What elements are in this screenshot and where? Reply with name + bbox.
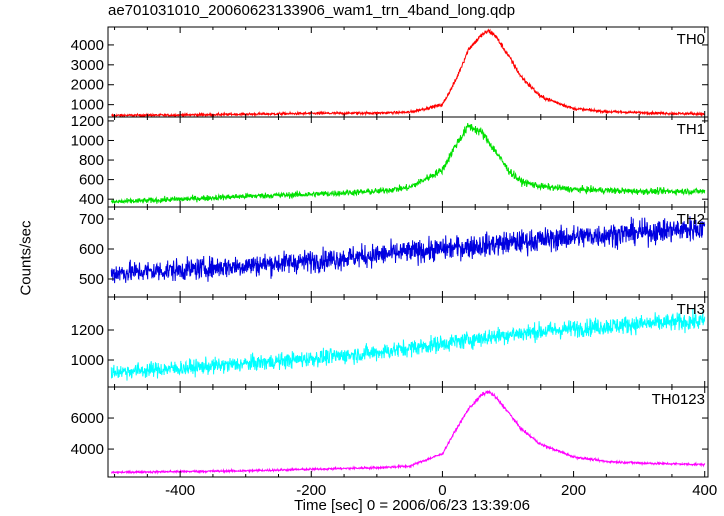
panel-label: TH1 [677,121,705,138]
panel-th0: 1000 2000 3000 4000 TH0 [71,26,709,118]
y-tick-label: 1000 [71,97,104,114]
panel-th1: 400 600 800 1000 1200 TH1 [71,113,709,208]
series-line-th0 [111,28,705,117]
panel-label: TH3 [677,301,705,318]
y-tick-label: 400 [79,191,104,208]
y-tick-label: 6000 [71,410,104,427]
x-tick-label: -200 [296,482,326,499]
panel-th0123: 4000 6000 TH0123 [71,386,709,478]
x-tick-label: 400 [692,482,717,499]
panel-th3: 1000 1200 TH3 [71,296,709,388]
y-tick-label: 1000 [71,352,104,369]
y-tick-label: 700 [79,211,104,228]
y-tick-label: 3000 [71,57,104,74]
y-tick-label: 1200 [71,113,104,130]
panel-frame [107,26,709,118]
series-line-th1 [110,123,706,205]
panel-frame [107,296,709,388]
x-tick-label: 200 [561,482,586,499]
y-tick-label: 1200 [71,322,104,339]
y-tick-label: 600 [79,172,104,189]
panel-label: TH0123 [652,391,705,408]
panel-label: TH2 [677,211,705,228]
y-tick-label: 600 [79,241,104,258]
y-tick-label: 4000 [71,441,104,458]
series-line-th3 [110,308,706,381]
x-tick-label: -400 [165,482,195,499]
y-tick-label: 1000 [71,132,104,149]
panel-label: TH0 [677,31,705,48]
y-tick-label: 2000 [71,77,104,94]
y-tick-label: 500 [79,271,104,288]
x-axis-label: Time [sec] 0 = 2006/06/23 13:39:06 [294,497,530,514]
chart-title: ae701031010_20060623133906_wam1_trn_4ban… [108,2,516,19]
y-tick-label: 800 [79,152,104,169]
panel-th2: 500 600 700 TH2 [79,206,709,298]
series-line-th2 [110,216,706,284]
panel-frame [107,386,709,478]
panel-frame [107,116,709,208]
x-tick-label: 0 [438,482,446,499]
series-line-th0123 [111,389,706,475]
y-tick-label: 4000 [71,37,104,54]
